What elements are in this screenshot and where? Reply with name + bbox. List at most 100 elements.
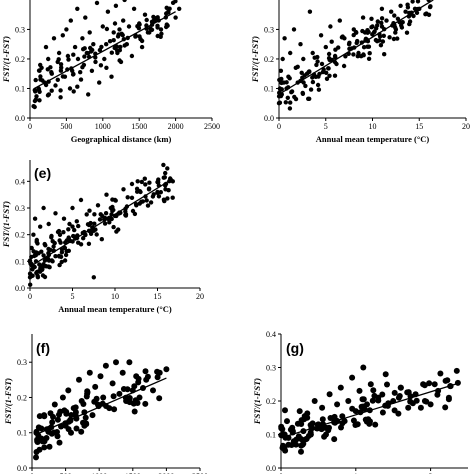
- data-point: [107, 39, 113, 44]
- data-point: [155, 190, 160, 195]
- data-point: [29, 254, 34, 260]
- data-point: [56, 228, 62, 234]
- data-point: [56, 57, 61, 62]
- data-point: [110, 208, 115, 214]
- data-point: [409, 400, 416, 407]
- data-point: [46, 443, 53, 450]
- y-tick-label: 0.2: [264, 55, 274, 64]
- data-point: [97, 80, 102, 85]
- data-point: [50, 413, 56, 420]
- data-point: [306, 96, 311, 102]
- data-point: [392, 13, 397, 18]
- data-point: [33, 253, 38, 258]
- panel-label: (f): [36, 340, 50, 356]
- data-point: [372, 421, 379, 428]
- data-point: [140, 199, 145, 204]
- y-tick-label: 0.1: [266, 431, 276, 440]
- data-point: [163, 170, 168, 176]
- data-point: [71, 89, 76, 94]
- y-tick-label: 0.3: [15, 204, 25, 213]
- data-point: [53, 83, 58, 88]
- data-point: [414, 10, 420, 15]
- data-point: [161, 197, 167, 202]
- data-point: [378, 43, 384, 48]
- data-point: [327, 415, 334, 421]
- data-point: [404, 30, 410, 35]
- data-point: [405, 5, 411, 10]
- data-point: [54, 416, 61, 423]
- data-point: [84, 389, 91, 396]
- data-point: [78, 242, 84, 247]
- data-point: [162, 175, 167, 180]
- data-point: [107, 220, 112, 225]
- data-point: [144, 17, 149, 23]
- x-tick-label: 0: [30, 472, 34, 474]
- y-tick-label: 0.3: [264, 25, 274, 34]
- data-point: [325, 427, 332, 434]
- data-point: [98, 212, 103, 217]
- data-point: [123, 212, 128, 218]
- data-point: [92, 221, 97, 226]
- data-point: [117, 58, 122, 63]
- data-point: [360, 403, 367, 410]
- data-point: [334, 401, 341, 408]
- data-point: [34, 269, 40, 275]
- data-point: [49, 70, 54, 75]
- data-point: [38, 74, 43, 79]
- data-point: [86, 369, 93, 376]
- data-point: [315, 54, 320, 60]
- data-point: [58, 68, 64, 73]
- data-point: [31, 232, 36, 237]
- data-point: [61, 216, 67, 221]
- data-point: [284, 418, 290, 425]
- data-point: [42, 241, 47, 247]
- data-point: [95, 203, 101, 208]
- data-point: [28, 282, 33, 287]
- data-point: [89, 68, 95, 74]
- data-point: [85, 51, 91, 56]
- data-point: [93, 395, 100, 402]
- data-point: [173, 15, 178, 20]
- data-point: [111, 406, 118, 413]
- data-point: [41, 413, 48, 420]
- data-point: [110, 197, 115, 202]
- data-point: [104, 192, 109, 197]
- data-point: [361, 52, 366, 57]
- trend-line: [280, 381, 461, 439]
- data-point: [320, 69, 326, 75]
- data-point: [411, 13, 416, 19]
- data-point: [64, 27, 69, 32]
- data-point: [278, 423, 285, 430]
- data-point: [57, 232, 63, 237]
- data-point: [85, 222, 91, 227]
- data-point: [373, 37, 379, 43]
- x-tick-label: 15: [154, 292, 162, 301]
- data-point: [67, 221, 72, 227]
- data-point: [397, 384, 404, 391]
- data-point: [86, 241, 92, 246]
- y-axis-label: FST/(1-FST): [1, 36, 11, 83]
- y-tick-label: 0.0: [264, 114, 274, 123]
- x-tick-label: 10: [369, 122, 377, 131]
- data-point: [377, 38, 382, 43]
- data-point: [51, 36, 57, 41]
- data-point: [371, 392, 378, 399]
- data-point: [379, 391, 386, 398]
- data-point: [36, 87, 42, 92]
- data-point: [353, 29, 359, 35]
- data-point: [391, 407, 398, 414]
- x-tick-label: 5: [71, 292, 75, 301]
- data-point: [93, 227, 98, 232]
- data-point: [110, 393, 117, 400]
- data-point: [366, 44, 372, 49]
- data-point: [382, 52, 387, 57]
- data-point: [71, 71, 76, 77]
- data-point: [367, 51, 372, 56]
- data-point: [318, 33, 324, 38]
- data-point: [113, 198, 118, 203]
- y-tick-label: 0.3: [266, 364, 276, 373]
- data-point: [59, 394, 66, 401]
- data-point: [147, 30, 152, 35]
- data-point: [147, 180, 152, 185]
- data-point: [369, 397, 376, 404]
